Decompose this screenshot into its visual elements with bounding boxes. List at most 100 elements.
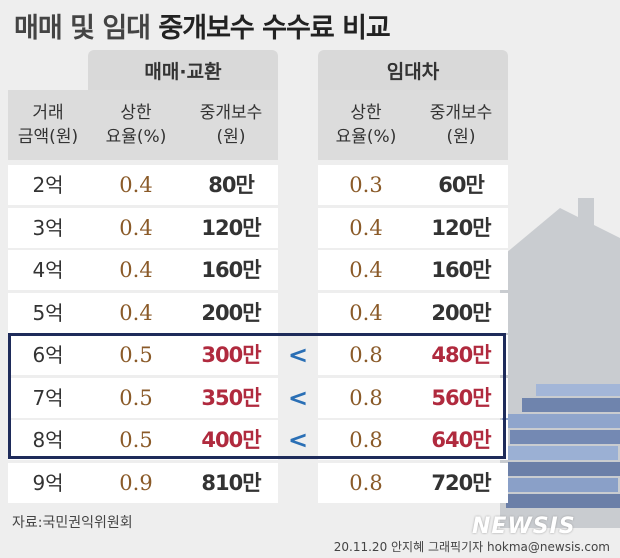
- compare-sign: [278, 250, 318, 290]
- rent-rate-column-header: 상한 요율(%): [318, 90, 414, 160]
- sale-rate-header-line1: 상한: [120, 103, 152, 123]
- compare-sign: [278, 208, 318, 248]
- rent-fee-cell: 120만: [431, 215, 491, 240]
- amount-cell: 6억: [32, 343, 64, 367]
- amount-cell: 9억: [32, 470, 64, 495]
- rent-rate-cell: 0.8: [349, 428, 383, 452]
- rent-rate-cell-bg: [318, 292, 414, 333]
- rent-fee-column-header: 중개보수 (원): [414, 90, 508, 160]
- rent-fee-cell-bg: [414, 250, 508, 290]
- credit-line: 20.11.20 안지혜 그래픽기자 hokma@newsis.com: [333, 540, 610, 554]
- amount-cell-bg: [8, 207, 88, 248]
- sale-rate-cell: 0.4: [119, 300, 153, 325]
- rent-rate-cell: 0.8: [349, 343, 383, 367]
- amount-cell-bg: [8, 462, 88, 503]
- table-row: 2억 0.4 80만 0.3 60만: [8, 165, 508, 205]
- title-part1: 매매 및 임대: [14, 13, 151, 44]
- amount-cell: 2억: [32, 173, 64, 197]
- rent-fee-cell-bg: [414, 292, 508, 333]
- sale-rate-cell: 0.5: [119, 428, 153, 452]
- sale-fee-cell-bg: [184, 250, 278, 290]
- table-row: 3억 0.4 120만 0.4 120만: [8, 207, 508, 248]
- rent-rate-cell: 0.8: [349, 470, 383, 495]
- rent-rate-cell-bg: [318, 165, 414, 205]
- page-title: 매매 및 임대 중개보수 수수료 비교: [14, 6, 391, 45]
- sale-rate-cell: 0.5: [119, 385, 153, 410]
- amount-cell-bg: [8, 292, 88, 333]
- amount-cell-bg: [8, 165, 88, 205]
- source-note: 자료:국민권익위원회: [12, 515, 133, 531]
- rent-fee-cell: 720만: [431, 470, 491, 495]
- rent-fee-header-line1: 중개보수: [429, 103, 493, 123]
- sale-fee-header-line1: 중개보수: [199, 103, 263, 123]
- amount-column-header: 거래 금액(원): [8, 90, 88, 160]
- rent-fee-cell: 640만: [431, 428, 491, 452]
- rent-fee-cell: 560만: [431, 385, 491, 410]
- sale-rate-header-line2: 요율(%): [105, 127, 167, 147]
- sale-fee-cell-bg: [184, 207, 278, 248]
- amount-cell: 3억: [32, 215, 64, 240]
- rent-rate-cell-bg: [318, 207, 414, 248]
- sale-fee-cell: 300만: [201, 343, 261, 367]
- sale-rate-cell: 0.9: [119, 470, 153, 495]
- compare-sign: <: [287, 383, 309, 412]
- table-row: 4억 0.4 160만 0.4 160만: [8, 250, 508, 290]
- rent-fee-cell: 480만: [431, 343, 491, 367]
- rent-fee-cell-bg: [414, 335, 508, 375]
- sale-fee-cell-bg: [184, 420, 278, 460]
- rent-rate-cell: 0.4: [349, 300, 383, 325]
- rent-group-header: 임대차: [318, 50, 508, 90]
- rent-rate-header-line2: 요율(%): [335, 127, 397, 147]
- sale-rate-cell-bg: [88, 462, 184, 503]
- sale-rate-cell: 0.5: [119, 343, 153, 367]
- sale-rate-cell-bg: [88, 250, 184, 290]
- sale-rate-column-header: 상한 요율(%): [88, 90, 184, 160]
- rent-fee-cell-bg: [414, 207, 508, 248]
- amount-header-line2: 금액(원): [17, 127, 79, 147]
- rent-rate-cell: 0.4: [349, 215, 383, 240]
- rent-fee-cell: 60만: [438, 173, 485, 197]
- amount-cell: 4억: [32, 258, 64, 282]
- sale-rate-cell-bg: [88, 335, 184, 375]
- sale-rate-cell-bg: [88, 420, 184, 460]
- sale-fee-cell-bg: [184, 335, 278, 375]
- rent-rate-cell: 0.4: [349, 258, 383, 282]
- sale-fee-cell: 350만: [201, 385, 261, 410]
- sale-rate-cell-bg: [88, 377, 184, 418]
- rent-rate-cell: 0.3: [349, 173, 383, 197]
- rent-rate-cell-bg: [318, 462, 414, 503]
- table-row: 5억 0.4 200만 0.4 200만: [8, 292, 508, 333]
- rent-fee-cell: 160만: [431, 258, 491, 282]
- rent-fee-cell: 200만: [431, 300, 491, 325]
- sale-rate-cell: 0.4: [119, 215, 153, 240]
- amount-cell: 7억: [32, 385, 64, 410]
- rent-fee-cell-bg: [414, 420, 508, 460]
- amount-header-line1: 거래: [32, 103, 64, 123]
- sale-group-header: 매매·교환: [88, 50, 278, 90]
- sale-fee-column-header: 중개보수 (원): [184, 90, 278, 160]
- newsis-logo: NEWSIS: [472, 514, 576, 539]
- sale-fee-cell: 120만: [201, 215, 261, 240]
- sale-fee-cell-bg: [184, 292, 278, 333]
- table-row: 6억 0.5 300만 <0.8 480만: [8, 335, 508, 375]
- sale-fee-cell: 160만: [201, 258, 261, 282]
- highlight-box: [8, 333, 506, 459]
- table-row: 9억 0.9 810만 0.8 720만: [8, 462, 508, 503]
- sale-fee-cell: 400만: [201, 428, 261, 452]
- title-part2: 중개보수 수수료 비교: [158, 13, 390, 44]
- sale-rate-cell-bg: [88, 165, 184, 205]
- sale-fee-cell: 80만: [208, 173, 255, 197]
- money-stack-icon: [498, 384, 620, 508]
- sale-rate-cell-bg: [88, 292, 184, 333]
- compare-sign: [278, 463, 318, 503]
- rent-rate-cell-bg: [318, 335, 414, 375]
- amount-cell-bg: [8, 377, 88, 418]
- rent-group-label: 임대차: [386, 60, 440, 83]
- rent-rate-cell: 0.8: [349, 385, 383, 410]
- rent-fee-header-line2: (원): [446, 127, 476, 147]
- rent-rate-cell-bg: [318, 377, 414, 418]
- rent-rate-cell-bg: [318, 420, 414, 460]
- sale-fee-cell-bg: [184, 377, 278, 418]
- rent-fee-cell-bg: [414, 165, 508, 205]
- sale-fee-cell-bg: [184, 462, 278, 503]
